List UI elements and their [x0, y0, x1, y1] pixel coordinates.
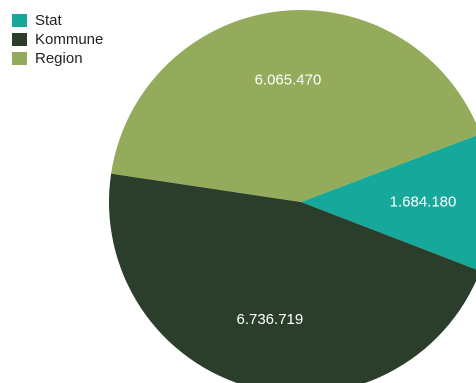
legend-item-region: Region	[12, 49, 103, 67]
pie-slice-kommune	[109, 173, 476, 383]
slice-label-kommune: 6.736.719	[236, 311, 303, 328]
legend-label-stat: Stat	[35, 11, 62, 29]
legend-swatch-kommune	[12, 32, 27, 46]
legend-swatch-region	[12, 51, 27, 65]
legend-swatch-stat	[12, 13, 27, 27]
legend: Stat Kommune Region	[12, 11, 104, 67]
legend-label-kommune: Kommune	[35, 30, 104, 48]
pie-slice-region	[111, 10, 476, 202]
slice-label-region: 6.065.470	[255, 72, 322, 89]
legend-item-stat: Stat	[12, 11, 103, 29]
slice-label-stat: 1.684.180	[390, 193, 457, 210]
legend-item-kommune: Kommune	[12, 30, 104, 48]
legend-label-region: Region	[35, 49, 83, 67]
pie-slice-stat	[301, 135, 476, 270]
